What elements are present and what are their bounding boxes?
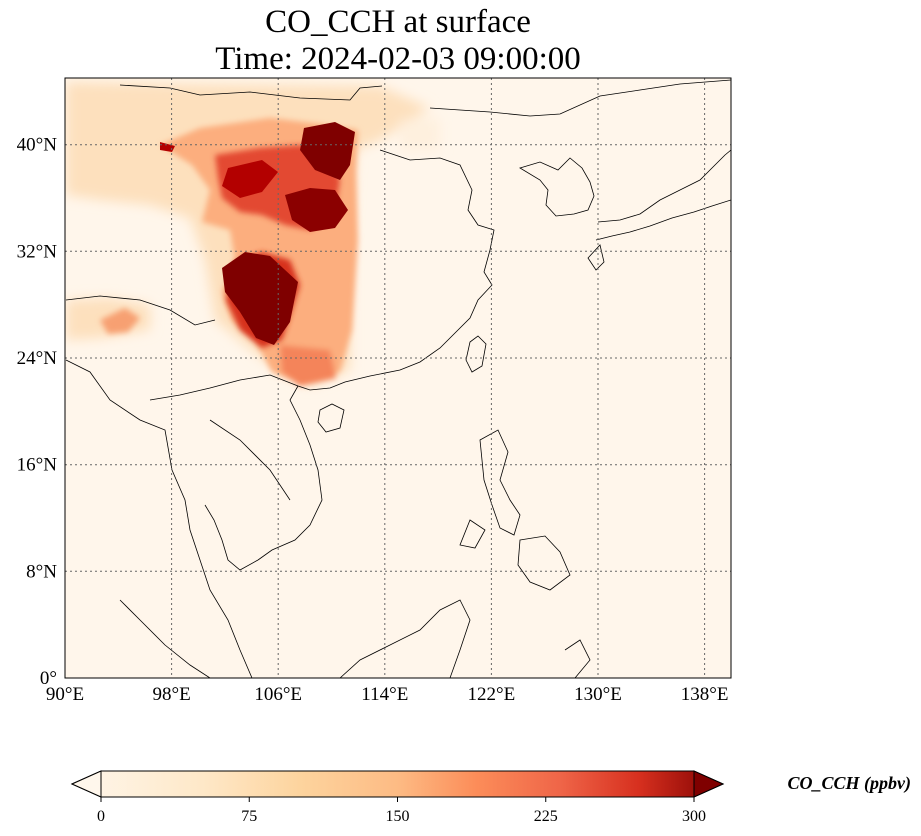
sumatra-coastline bbox=[119, 599, 211, 678]
lon-tick-label: 130°E bbox=[574, 684, 622, 705]
kyushu-coastline bbox=[587, 244, 605, 271]
map-title-line1: CO_CCH at surface bbox=[265, 4, 531, 40]
china-coastline bbox=[297, 149, 495, 391]
taiwan-coastline bbox=[465, 335, 487, 373]
china-southern-border bbox=[149, 374, 299, 401]
korea-coastline bbox=[519, 157, 595, 217]
colorbar-label: CO_CCH (ppbv) bbox=[788, 773, 912, 794]
mindanao-coastline bbox=[517, 535, 571, 591]
colorbar-extend-min bbox=[70, 770, 102, 798]
colorbar-tick-label: 75 bbox=[241, 808, 257, 825]
hainan-coastline bbox=[317, 403, 345, 433]
lon-tick-label: 138°E bbox=[681, 684, 729, 705]
gridlines bbox=[65, 78, 731, 678]
himalaya-border bbox=[65, 295, 216, 326]
japan-coastline-north bbox=[597, 149, 731, 223]
plume-faint-east bbox=[400, 118, 440, 150]
lon-tick-label: 114°E bbox=[361, 684, 408, 705]
lat-tick-label: 0° bbox=[40, 668, 57, 689]
lat-tick-label: 16°N bbox=[17, 455, 58, 476]
map-frame bbox=[64, 77, 732, 679]
map-panel bbox=[64, 77, 732, 679]
colorbar-tick-label: 300 bbox=[682, 808, 706, 825]
lon-tick-label: 90°E bbox=[46, 684, 84, 705]
palawan-coastline bbox=[459, 519, 486, 549]
lat-tick-label: 24°N bbox=[17, 348, 58, 369]
sulawesi-coastline bbox=[564, 639, 591, 678]
map-title-line2: Time: 2024-02-03 09:00:00 bbox=[215, 41, 581, 77]
japan-coastline-south bbox=[595, 199, 731, 241]
lat-tick-label: 32°N bbox=[17, 241, 58, 262]
lat-tick-label: 40°N bbox=[17, 135, 58, 156]
russia-border bbox=[429, 79, 731, 117]
plume-core-sichuan bbox=[222, 252, 298, 345]
plume-core-central bbox=[285, 188, 348, 232]
lat-tick-label: 8°N bbox=[26, 561, 57, 582]
coastlines bbox=[65, 79, 731, 678]
lon-tick-label: 98°E bbox=[152, 684, 190, 705]
colorbar-tick-label: 150 bbox=[386, 808, 410, 825]
lon-axis: 90°E 98°E 106°E 114°E 122°E 130°E 138°E bbox=[46, 684, 729, 705]
colorbar-extend-max bbox=[693, 770, 725, 798]
plume-medium-west bbox=[100, 308, 140, 334]
lat-axis: 0° 8°N 16°N 24°N 32°N 40°N bbox=[17, 135, 58, 689]
gulf-of-thailand bbox=[204, 504, 259, 571]
plume-core-west bbox=[222, 160, 278, 198]
mainland-sea-coastline bbox=[65, 359, 253, 678]
mongolia-border bbox=[119, 84, 383, 101]
borneo-coastline bbox=[339, 599, 471, 678]
plume-south-coast bbox=[280, 345, 336, 386]
lon-tick-label: 122°E bbox=[468, 684, 516, 705]
colorbar-tick-label: 225 bbox=[534, 808, 558, 825]
concentration-field bbox=[66, 82, 440, 386]
vietnam-coastline bbox=[257, 385, 323, 561]
luzon-coastline bbox=[479, 429, 521, 536]
laos-border bbox=[209, 419, 291, 501]
colorbar: 0 75 150 225 300 CO_CCH (ppbv) bbox=[70, 770, 912, 825]
plume-core-north bbox=[300, 122, 355, 180]
colorbar-scale bbox=[70, 770, 725, 798]
colorbar-tick-label: 0 bbox=[97, 808, 105, 825]
lon-tick-label: 106°E bbox=[254, 684, 302, 705]
